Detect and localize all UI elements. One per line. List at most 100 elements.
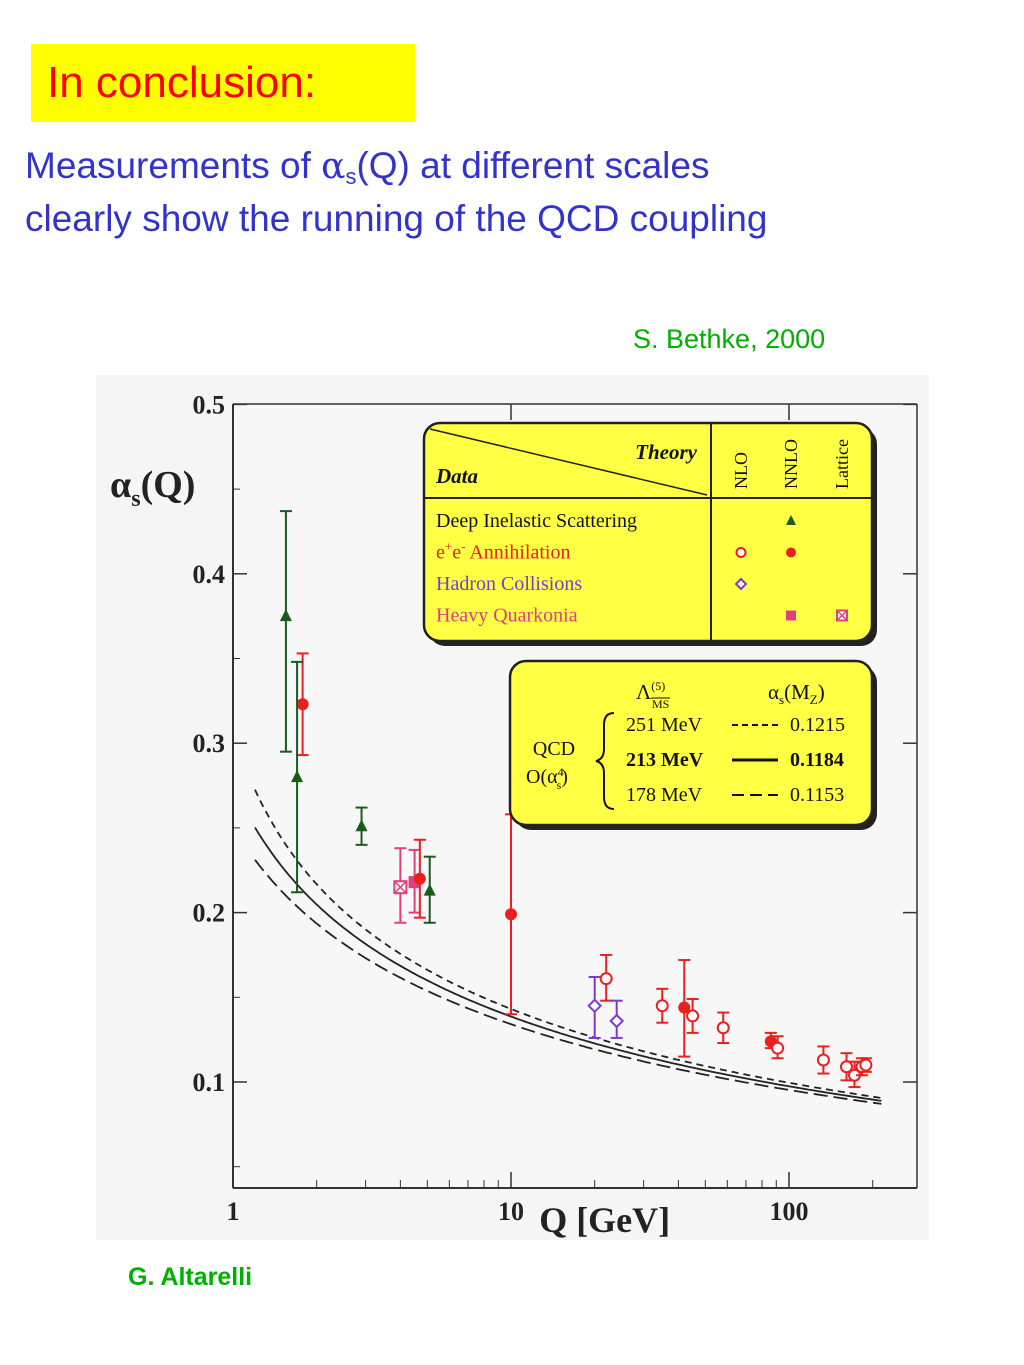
order-label-close: ) [561, 766, 568, 788]
point-marker [816, 1053, 830, 1067]
y-tick-label: 0.5 [193, 390, 226, 419]
data-point [279, 510, 292, 753]
alpha-header-tail: (M [784, 680, 810, 704]
subtitle-prefix: Measurements of [25, 145, 322, 186]
legend-diagonal [429, 428, 708, 496]
lambda-sub: MS [652, 697, 669, 711]
alpha-header-sub: s [779, 692, 784, 707]
qcd-row-alpha: 0.1215 [790, 714, 845, 736]
data-point [505, 813, 517, 1016]
legend-row-text-e: e [452, 542, 461, 564]
subtitle-line-2: clearly show the running of the QCD coup… [25, 198, 768, 239]
point-marker [291, 770, 304, 783]
reference-bethke: S. Bethke, 2000 [633, 324, 826, 354]
legend-theory-label: Theory [635, 440, 698, 464]
qcd-row-lambda: 178 MeV [626, 784, 703, 806]
data-point [609, 999, 625, 1039]
point-marker [587, 998, 603, 1014]
data-point [413, 838, 426, 919]
qcd-lambda-header: Λ(5) [636, 679, 665, 704]
legend-row-label: Heavy Quarkonia [436, 605, 578, 627]
point-marker [505, 908, 517, 921]
legend-row-sup: + [445, 539, 452, 554]
order-label-main: O(α [526, 766, 558, 788]
data-point [423, 855, 436, 924]
qcd-curve [254, 826, 882, 1102]
title-box: In conclusion: [31, 44, 415, 122]
y-tick-label: 0.2 [193, 899, 226, 928]
point-marker [296, 698, 309, 711]
y-axis-label: αs(Q) [110, 464, 195, 512]
data-point [816, 1045, 830, 1075]
legend-marker-nnlo [786, 547, 796, 558]
point-marker [355, 819, 368, 832]
legend-marker-nlo [734, 577, 748, 591]
point-marker [771, 1041, 785, 1055]
x-tick-label: 10 [498, 1197, 524, 1226]
data-point [393, 847, 408, 924]
legend-row-text-e: e [436, 542, 445, 564]
y-axis-label-sub: s [131, 486, 140, 512]
point-marker [609, 1013, 625, 1029]
legend-column-header: NLO [731, 452, 751, 489]
legend-row-text: Hadron Collisions [436, 573, 582, 595]
slide-subtitle: Measurements of αs(Q) at different scale… [25, 140, 1005, 245]
point-marker [686, 1009, 700, 1023]
data-point [296, 652, 309, 757]
legend-row-label: Deep Inelastic Scattering [436, 510, 637, 532]
qcd-curve [254, 789, 882, 1099]
legend-table: Theory Data NLO NNLO Lattice Deep Inelastic S… [422, 421, 877, 646]
legend-box [422, 421, 874, 643]
x-tick-label: 100 [770, 1197, 809, 1226]
data-point [587, 975, 603, 1039]
legend-marker-lattice-cross [836, 609, 848, 622]
y-tick-label: 0.4 [193, 560, 226, 589]
alpha-header-main: α [768, 680, 779, 704]
lambda-symbol: Λ [636, 680, 652, 704]
x-tick-label: 1 [227, 1197, 240, 1226]
brace [595, 712, 615, 810]
alpha-subscript: s [345, 164, 357, 189]
legend-column-header: Lattice [832, 439, 852, 489]
order-label-sup: 4 [558, 765, 564, 779]
chart-frame: 0.1 0.2 0.3 0.4 0.5 1 10 100 Q [GeV] αs(Q) Theory D… [96, 375, 929, 1240]
alpha-header-sub2: Z [810, 692, 818, 707]
y-tick-label: 0.1 [193, 1068, 226, 1097]
qcd-label: QCD [533, 738, 575, 760]
data-point [291, 660, 304, 894]
slide-title: In conclusion: [47, 58, 317, 107]
legend-column-header: NNLO [781, 439, 801, 489]
order-label-sub: s [557, 778, 562, 792]
legend-row-label: Hadron Collisions [436, 573, 582, 595]
point-marker [716, 1021, 730, 1035]
subtitle-suffix: (Q) at different scales [356, 145, 710, 186]
qcd-row-alpha: 0.1153 [790, 784, 844, 806]
point-marker [859, 1058, 873, 1072]
data-point [599, 953, 613, 1002]
legend-row-text: Annihilation [465, 542, 570, 564]
y-axis-label-alpha: α [110, 464, 131, 506]
alpha-symbol: α [321, 146, 346, 187]
point-marker [413, 872, 426, 885]
data-point [859, 1057, 873, 1073]
data-point [771, 1035, 785, 1060]
alpha-header-close: ) [818, 680, 825, 704]
point-marker [423, 883, 436, 896]
legend-data-label: Data [435, 464, 478, 488]
qcd-row-lambda: 251 MeV [626, 714, 703, 736]
legend-row-sup: - [461, 539, 465, 554]
data-point [355, 806, 368, 846]
point-marker-cross [393, 880, 407, 894]
legend-marker-nlo [735, 547, 747, 558]
data-point [716, 1011, 730, 1045]
data-point [686, 997, 700, 1034]
legend-marker-nnlo [786, 610, 796, 621]
data-point [678, 959, 691, 1058]
point-marker [839, 1060, 853, 1074]
legend-marker-nnlo [786, 515, 796, 525]
qcd-box [508, 659, 874, 827]
legend-row-text: Deep Inelastic Scattering [436, 510, 637, 532]
point-marker [655, 999, 669, 1013]
